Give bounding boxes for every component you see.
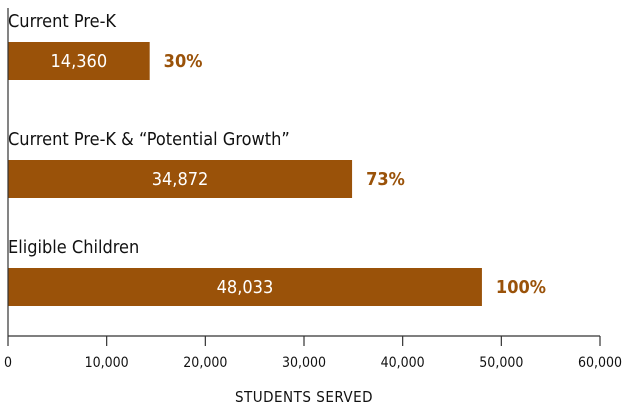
percent-label: 73%	[366, 169, 405, 190]
bar-value-label: 34,872	[152, 169, 209, 190]
x-tick-label: 60,000	[578, 355, 622, 371]
bar-value-label: 14,360	[51, 51, 108, 72]
category-label: Eligible Children	[8, 237, 139, 258]
bar	[8, 42, 150, 80]
percent-label: 100%	[496, 277, 546, 298]
bar	[8, 268, 482, 306]
x-axis: 0 10,000 20,000 30,000 40,000 50,000 60,000	[4, 8, 622, 371]
x-tick-label: 50,000	[479, 355, 523, 371]
bar	[8, 160, 353, 198]
percent-label: 30%	[164, 51, 203, 72]
category-label: Current Pre-K	[8, 11, 116, 32]
x-tick-label: 40,000	[381, 355, 425, 371]
x-tick-label: 0	[4, 355, 12, 371]
category-label: Current Pre-K & “Potential Growth”	[8, 129, 290, 150]
x-tick-label: 30,000	[282, 355, 326, 371]
bar-value-label: 48,033	[217, 277, 274, 298]
x-tick-label: 10,000	[85, 355, 129, 371]
x-tick-label: 20,000	[183, 355, 227, 371]
bars-group: Current Pre-K 14,360 30% Current Pre-K & “P…	[8, 11, 546, 306]
x-axis-title: STUDENTS SERVED	[235, 388, 373, 406]
